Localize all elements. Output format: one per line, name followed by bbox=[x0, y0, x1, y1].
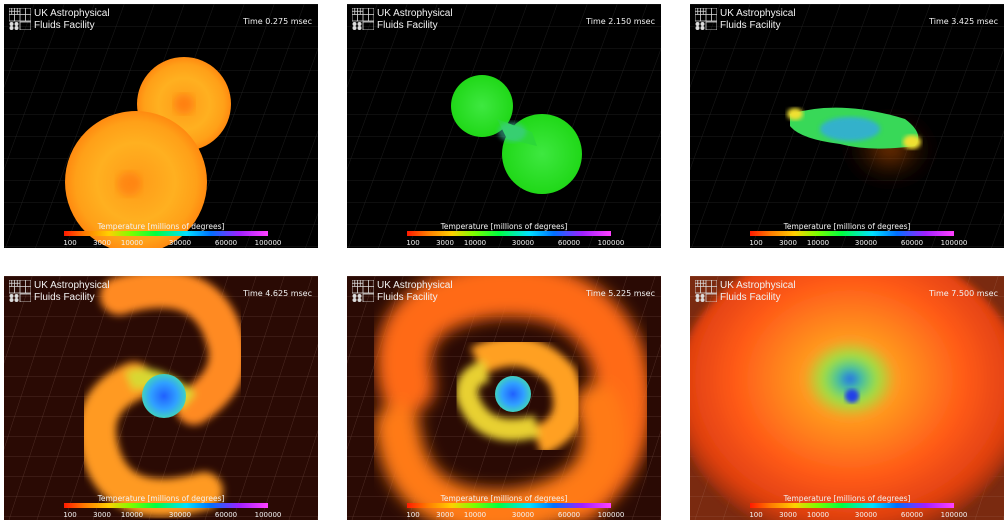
colorbar-tick: 30000 bbox=[168, 511, 192, 519]
colorbar-ticks: 100 3000 10000 30000 60000 100000 bbox=[4, 511, 318, 520]
simulation-image bbox=[690, 276, 1004, 520]
ukaff-logo-icon bbox=[695, 280, 717, 302]
logo: UK Astrophysical Fluids Facility bbox=[352, 280, 453, 304]
logo-line-1: UK Astrophysical bbox=[377, 8, 453, 19]
colorbar-tick: 10000 bbox=[806, 239, 830, 247]
logo-line-2: Fluids Facility bbox=[34, 20, 95, 31]
colorbar bbox=[407, 231, 611, 236]
colorbar-title: Temperature [millions of degrees] bbox=[97, 222, 225, 231]
colorbar-tick: 10000 bbox=[463, 511, 487, 519]
colorbar-tick: 60000 bbox=[900, 511, 924, 519]
logo: UK Astrophysical Fluids Facility bbox=[695, 280, 796, 304]
colorbar-tick: 10000 bbox=[806, 511, 830, 519]
logo: UK Astrophysical Fluids Facility bbox=[9, 280, 110, 304]
colorbar-tick: 60000 bbox=[214, 511, 238, 519]
simulation-panel-6: UK Astrophysical Fluids Facility Time 7.5… bbox=[690, 276, 1004, 520]
simulation-image bbox=[4, 4, 318, 248]
simulation-image bbox=[690, 4, 1004, 248]
colorbar-tick: 60000 bbox=[557, 239, 581, 247]
colorbar bbox=[750, 503, 954, 508]
colorbar-ticks: 100 3000 10000 30000 60000 100000 bbox=[690, 239, 1004, 248]
colorbar bbox=[407, 503, 611, 508]
logo-line-2: Fluids Facility bbox=[377, 20, 438, 31]
time-label: Time 0.275 msec bbox=[243, 17, 312, 26]
colorbar-tick: 3000 bbox=[436, 239, 454, 247]
colorbar-tick: 100 bbox=[63, 239, 77, 247]
colorbar-tick: 100 bbox=[749, 511, 763, 519]
ukaff-logo-icon bbox=[352, 280, 374, 302]
colorbar-tick: 100000 bbox=[940, 511, 968, 519]
colorbar-tick: 30000 bbox=[511, 239, 535, 247]
colorbar-ticks: 100 3000 10000 30000 60000 100000 bbox=[347, 511, 661, 520]
colorbar-tick: 100000 bbox=[597, 239, 625, 247]
colorbar-tick: 100 bbox=[749, 239, 763, 247]
colorbar-tick: 60000 bbox=[557, 511, 581, 519]
colorbar-tick: 30000 bbox=[854, 239, 878, 247]
colorbar-tick: 60000 bbox=[214, 239, 238, 247]
colorbar-tick: 10000 bbox=[120, 239, 144, 247]
colorbar-tick: 3000 bbox=[93, 239, 111, 247]
simulation-panel-3: UK Astrophysical Fluids Facility Time 3.4… bbox=[690, 4, 1004, 248]
colorbar-tick: 10000 bbox=[463, 239, 487, 247]
colorbar-tick: 3000 bbox=[436, 511, 454, 519]
logo-line-1: UK Astrophysical bbox=[34, 8, 110, 19]
colorbar-tick: 10000 bbox=[120, 511, 144, 519]
time-label: Time 5.225 msec bbox=[586, 289, 655, 298]
logo: UK Astrophysical Fluids Facility bbox=[9, 8, 110, 32]
colorbar-tick: 3000 bbox=[93, 511, 111, 519]
colorbar-title: Temperature [millions of degrees] bbox=[440, 222, 568, 231]
colorbar-title: Temperature [millions of degrees] bbox=[97, 494, 225, 503]
colorbar-tick: 30000 bbox=[168, 239, 192, 247]
colorbar bbox=[750, 231, 954, 236]
colorbar-tick: 30000 bbox=[854, 511, 878, 519]
time-label: Time 7.500 msec bbox=[929, 289, 998, 298]
time-label: Time 3.425 msec bbox=[929, 17, 998, 26]
colorbar-tick: 100000 bbox=[254, 511, 282, 519]
logo: UK Astrophysical Fluids Facility bbox=[352, 8, 453, 32]
colorbar-tick: 100000 bbox=[940, 239, 968, 247]
logo-line-2: Fluids Facility bbox=[377, 292, 438, 303]
logo-line-1: UK Astrophysical bbox=[720, 280, 796, 291]
colorbar-tick: 60000 bbox=[900, 239, 924, 247]
time-label: Time 4.625 msec bbox=[243, 289, 312, 298]
colorbar-tick: 30000 bbox=[511, 511, 535, 519]
colorbar-title: Temperature [millions of degrees] bbox=[440, 494, 568, 503]
simulation-panel-4: UK Astrophysical Fluids Facility Time 4.6… bbox=[4, 276, 318, 520]
colorbar-ticks: 100 3000 10000 30000 60000 100000 bbox=[4, 239, 318, 248]
colorbar-tick: 100 bbox=[406, 239, 420, 247]
simulation-image bbox=[4, 276, 318, 520]
ukaff-logo-icon bbox=[9, 280, 31, 302]
colorbar-tick: 3000 bbox=[779, 239, 797, 247]
colorbar-tick: 100 bbox=[406, 511, 420, 519]
simulation-image bbox=[347, 4, 661, 248]
colorbar-tick: 3000 bbox=[779, 511, 797, 519]
simulation-panel-1: UK Astrophysical Fluids Facility Time 0.2… bbox=[4, 4, 318, 248]
colorbar bbox=[64, 231, 268, 236]
ukaff-logo-icon bbox=[9, 8, 31, 30]
colorbar-tick: 100 bbox=[63, 511, 77, 519]
logo-line-2: Fluids Facility bbox=[720, 292, 781, 303]
time-label: Time 2.150 msec bbox=[586, 17, 655, 26]
logo-line-1: UK Astrophysical bbox=[377, 280, 453, 291]
colorbar-tick: 100000 bbox=[254, 239, 282, 247]
colorbar-ticks: 100 3000 10000 30000 60000 100000 bbox=[347, 239, 661, 248]
logo-line-1: UK Astrophysical bbox=[720, 8, 796, 19]
simulation-image bbox=[347, 276, 661, 520]
logo: UK Astrophysical Fluids Facility bbox=[695, 8, 796, 32]
logo-line-1: UK Astrophysical bbox=[34, 280, 110, 291]
ukaff-logo-icon bbox=[695, 8, 717, 30]
colorbar-tick: 100000 bbox=[597, 511, 625, 519]
colorbar bbox=[64, 503, 268, 508]
logo-line-2: Fluids Facility bbox=[720, 20, 781, 31]
colorbar-ticks: 100 3000 10000 30000 60000 100000 bbox=[690, 511, 1004, 520]
colorbar-title: Temperature [millions of degrees] bbox=[783, 494, 911, 503]
colorbar-title: Temperature [millions of degrees] bbox=[783, 222, 911, 231]
ukaff-logo-icon bbox=[352, 8, 374, 30]
simulation-panel-2: UK Astrophysical Fluids Facility Time 2.1… bbox=[347, 4, 661, 248]
logo-line-2: Fluids Facility bbox=[34, 292, 95, 303]
simulation-panel-5: UK Astrophysical Fluids Facility Time 5.2… bbox=[347, 276, 661, 520]
